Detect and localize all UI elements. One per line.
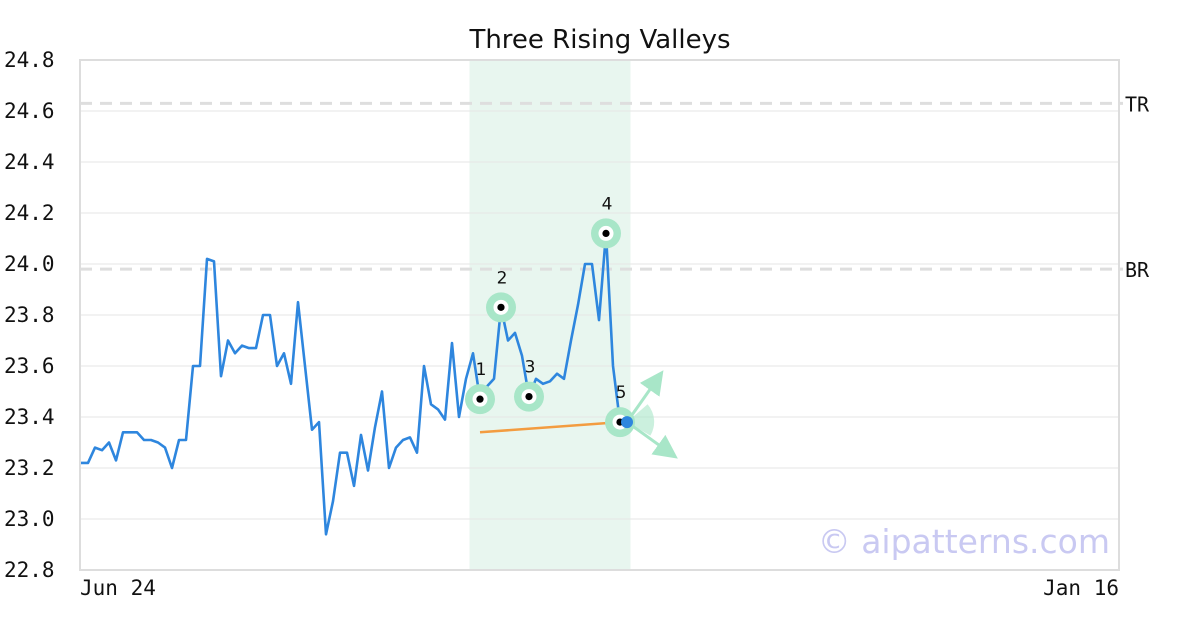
y-tick-label: 24.8: [4, 48, 55, 72]
pattern-point-label: 4: [602, 194, 613, 214]
trend-line: [479, 420, 621, 434]
y-tick-label: 22.8: [4, 558, 55, 582]
pattern-point: [497, 303, 505, 311]
level-label-br: BR: [1125, 258, 1150, 282]
x-tick-label: Jan 16: [1043, 576, 1119, 600]
y-tick-label: 23.8: [4, 303, 55, 327]
pattern-point: [476, 395, 484, 403]
y-tick-label: 23.6: [4, 354, 55, 378]
breakout-point: [621, 416, 633, 429]
y-tick-label: 23.4: [4, 405, 55, 429]
projection-cone: [627, 404, 655, 436]
y-tick-label: 24.6: [4, 99, 55, 123]
y-tick-label: 23.2: [4, 456, 55, 480]
pattern-point: [602, 229, 610, 237]
x-tick-label: Jun 24: [80, 576, 156, 600]
y-tick-label: 23.0: [4, 507, 55, 531]
level-label-tr: TR: [1125, 92, 1150, 116]
watermark: © aipatterns.com: [818, 522, 1110, 561]
pattern-point-label: 2: [497, 268, 508, 288]
y-tick-label: 24.0: [4, 252, 55, 276]
pattern-point-label: 3: [525, 358, 536, 378]
y-tick-label: 24.2: [4, 201, 55, 225]
pattern-point-label: 1: [476, 360, 487, 380]
pattern-point: [525, 393, 533, 401]
projection-arrow-down: [626, 420, 678, 459]
pattern-point-label: 5: [616, 383, 627, 403]
y-tick-label: 24.4: [4, 150, 55, 174]
plot-frame: [79, 59, 1120, 571]
chart-title: Three Rising Valleys: [468, 25, 730, 55]
